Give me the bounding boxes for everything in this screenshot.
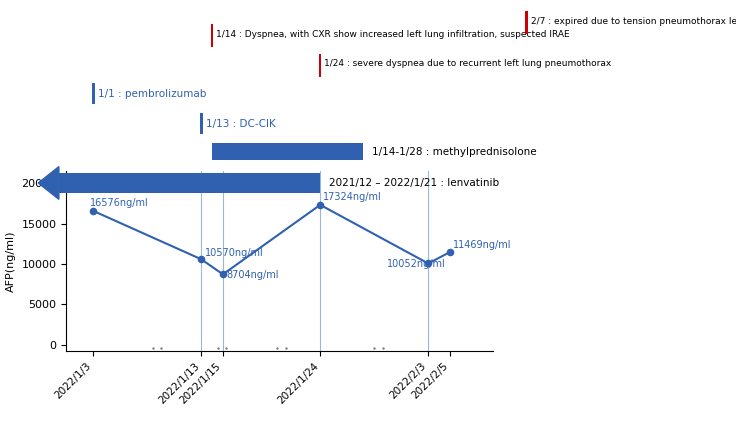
Text: 16576ng/ml: 16576ng/ml	[90, 198, 149, 208]
Text: 2/7 : expired due to tension pneumothorax led to asystole: 2/7 : expired due to tension pneumothora…	[531, 17, 736, 26]
Text: 1/14 : Dyspnea, with CXR show increased left lung infiltration, suspected IRAE: 1/14 : Dyspnea, with CXR show increased …	[216, 30, 570, 39]
Point	[314, 202, 326, 208]
Point	[217, 271, 229, 278]
Text: 1/13 : DC-CIK: 1/13 : DC-CIK	[207, 119, 276, 129]
Text: 8704ng/ml: 8704ng/ml	[226, 270, 279, 280]
Text: 17324ng/ml: 17324ng/ml	[323, 193, 382, 202]
Text: 11469ng/ml: 11469ng/ml	[453, 241, 512, 250]
Point	[422, 260, 434, 267]
Point	[196, 256, 208, 263]
Point	[444, 249, 456, 256]
Text: 1/24 : severe dyspnea due to recurrent left lung pneumothorax: 1/24 : severe dyspnea due to recurrent l…	[324, 59, 611, 68]
Text: 10052ng/ml: 10052ng/ml	[387, 259, 446, 269]
Text: 10570ng/ml: 10570ng/ml	[205, 248, 263, 258]
Point	[88, 208, 99, 214]
Y-axis label: AFP(ng/ml): AFP(ng/ml)	[6, 230, 16, 292]
Text: 1/14-1/28 : methylprednisolone: 1/14-1/28 : methylprednisolone	[372, 146, 537, 157]
Text: 2021/12 – 2022/1/21 : lenvatinib: 2021/12 – 2022/1/21 : lenvatinib	[329, 178, 499, 188]
Text: 1/1 : pembrolizumab: 1/1 : pembrolizumab	[99, 89, 207, 99]
